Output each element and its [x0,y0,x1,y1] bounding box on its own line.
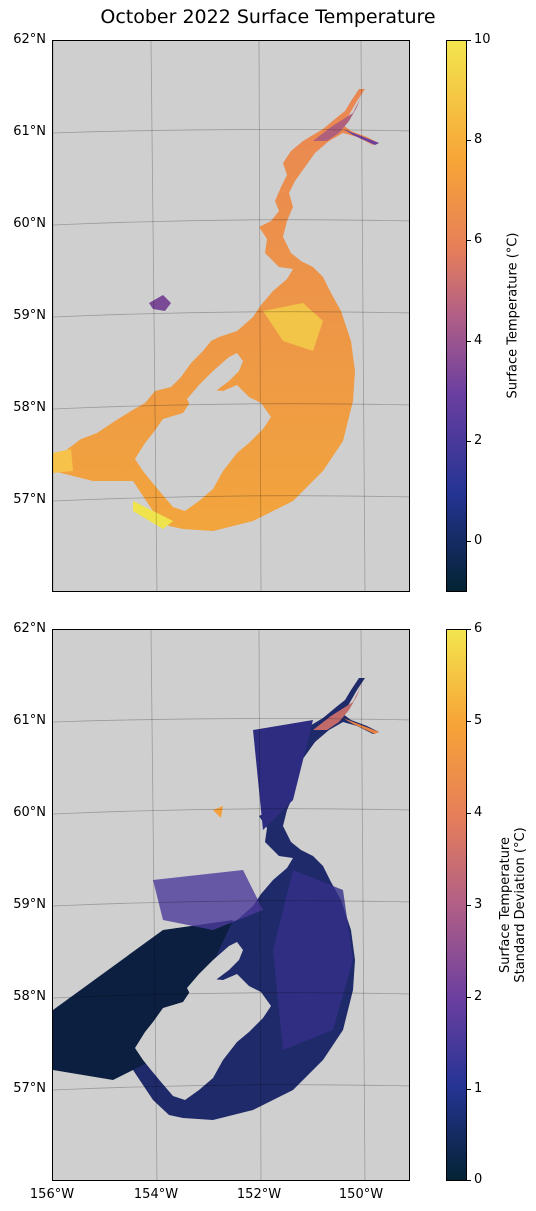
kodiak-island [135,385,271,511]
colorbar-tick: 6 [474,232,483,247]
graticule [53,630,409,1180]
colorbar-tick: 2 [474,989,483,1004]
lat-label: 60°N [13,805,46,820]
colorbar-label-line2: Standard Deviation (°C) [513,827,528,983]
colorbar-label: Surface Temperature Standard Deviation (… [498,800,528,1010]
lat-label: 61°N [13,124,46,139]
lat-label: 57°N [13,492,46,507]
lat-label: 59°N [13,308,46,323]
colorbar-tick: 0 [474,1172,483,1187]
lat-label: 58°N [13,989,46,1004]
colorbar-tick: 3 [474,897,483,912]
lat-label: 57°N [13,1081,46,1096]
lat-label: 62°N [13,32,46,47]
temperature-map [52,40,410,592]
colorbar-label: Surface Temperature (°C) [505,232,521,399]
colorbar-tick: 8 [474,132,483,147]
colorbar-tick: 5 [474,713,483,728]
stddev-colorbar [446,629,467,1181]
lat-label: 62°N [13,621,46,636]
lon-label: 154°W [133,1187,179,1202]
colorbar-tick: 6 [474,621,483,636]
water-region [53,89,379,531]
lon-label: 156°W [29,1187,75,1202]
lon-label: 150°W [338,1187,384,1202]
lat-label: 58°N [13,400,46,415]
lat-label: 60°N [13,216,46,231]
lat-label: 59°N [13,897,46,912]
graticule [53,41,409,591]
figure-title: October 2022 Surface Temperature [100,6,436,28]
lon-label: 152°W [236,1187,282,1202]
colorbar-tick: 1 [474,1081,483,1096]
stddev-map [52,629,410,1181]
lat-label: 61°N [13,713,46,728]
colorbar-tick: 10 [474,32,491,47]
colorbar-tick: 4 [474,333,483,348]
colorbar-tick: 2 [474,433,483,448]
colorbar-label-line1: Surface Temperature [498,837,513,974]
colorbar-tick: 4 [474,805,483,820]
colorbar-tick: 0 [474,533,483,548]
temperature-colorbar [446,40,467,592]
